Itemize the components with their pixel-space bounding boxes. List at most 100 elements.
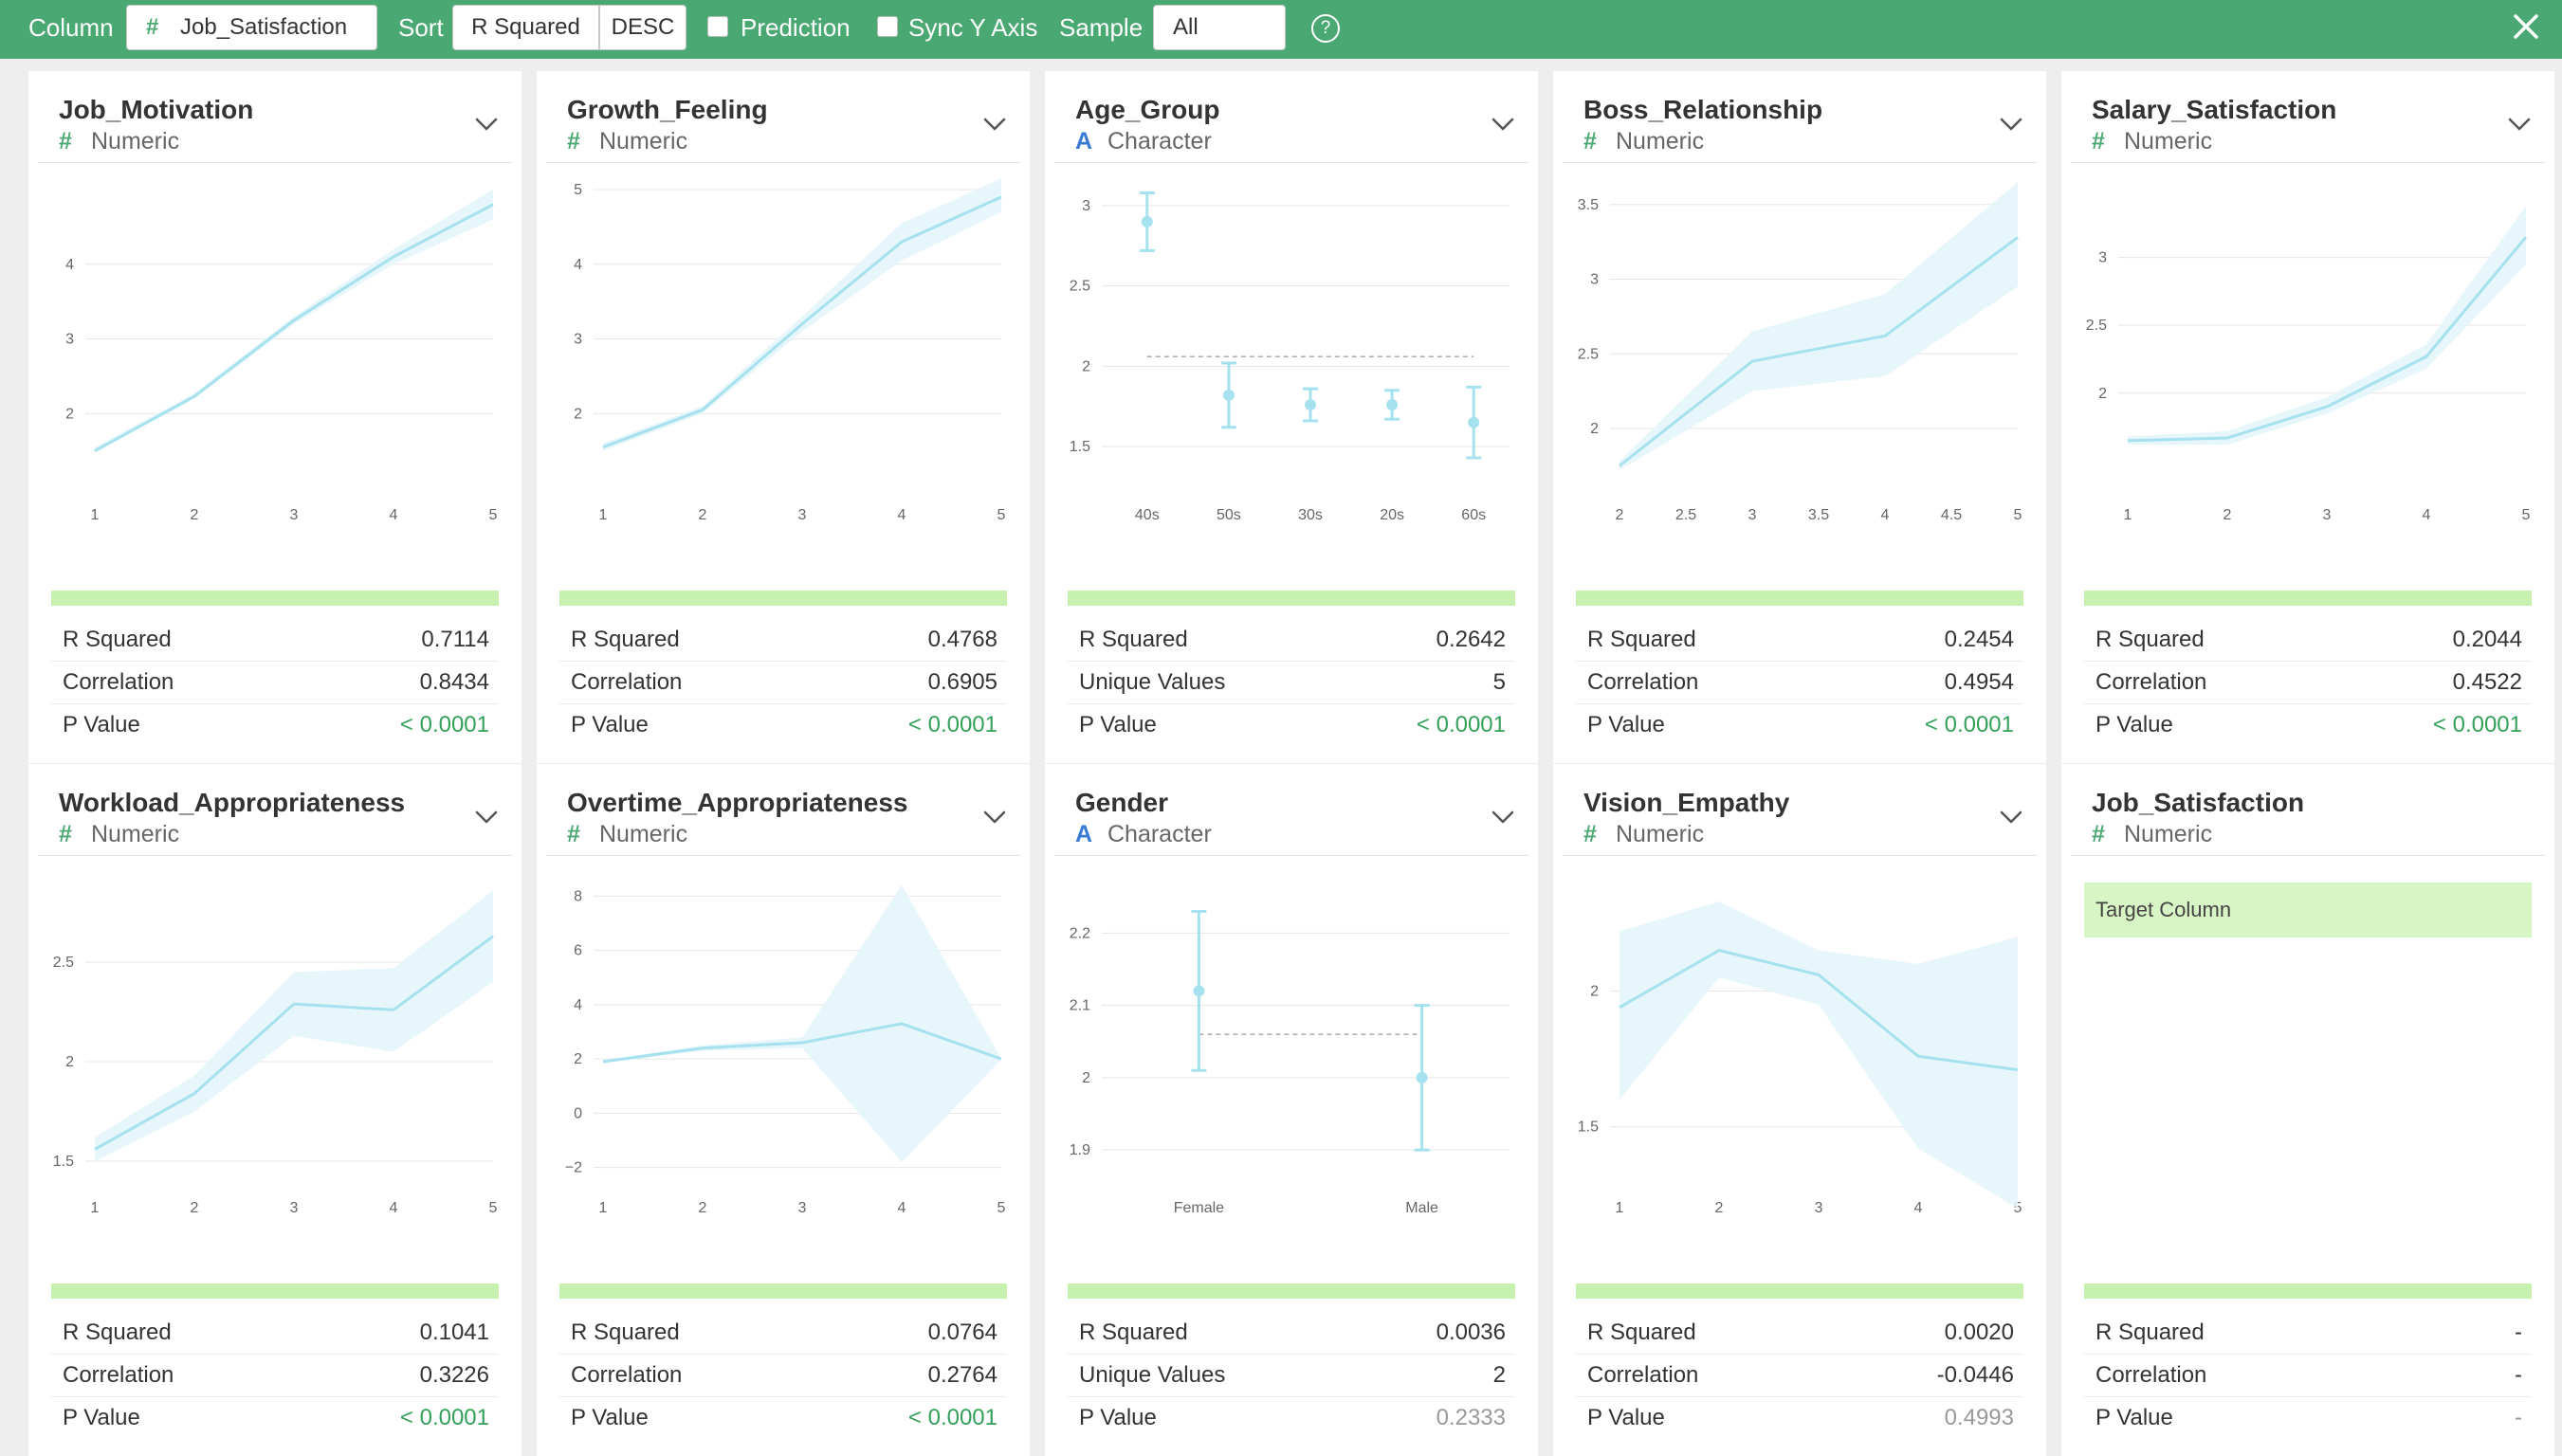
chevron-down-icon[interactable]	[1999, 116, 2023, 133]
stat-label: Correlation	[2095, 662, 2206, 703]
help-icon[interactable]: ?	[1311, 14, 1340, 43]
card-type-label: Numeric	[2124, 821, 2212, 847]
stat-row-r-squared: R Squared-	[2084, 1312, 2532, 1355]
chevron-down-icon[interactable]	[982, 809, 1007, 826]
stat-value: 0.2454	[1945, 619, 2014, 661]
r-squared-strip	[1576, 591, 2023, 606]
x-tick-label: 4	[390, 507, 398, 523]
stat-row-correlation: Correlation-0.0446	[1576, 1355, 2023, 1397]
mean-point	[1223, 390, 1235, 401]
y-tick-label: 3	[2098, 250, 2107, 266]
stat-label: Correlation	[571, 1355, 682, 1396]
numeric-type-icon: #	[567, 821, 599, 848]
stat-row-p-value: P Value< 0.0001	[1068, 704, 1515, 746]
chevron-down-icon[interactable]	[982, 116, 1007, 133]
card-type: #Numeric	[567, 821, 687, 848]
card-type: #Numeric	[567, 128, 687, 155]
r-squared-strip	[1576, 1283, 2023, 1299]
stat-row-correlation: Correlation-	[2084, 1355, 2532, 1397]
chevron-down-icon[interactable]	[474, 809, 499, 826]
stat-value: 0.8434	[420, 662, 489, 703]
chevron-down-icon[interactable]	[474, 116, 499, 133]
stat-value: 0.2333	[1437, 1397, 1506, 1439]
card-type-label: Numeric	[91, 821, 179, 847]
stat-row-p-value: P Value< 0.0001	[51, 1397, 499, 1439]
stat-value: 0.2764	[928, 1355, 997, 1396]
close-icon[interactable]	[2511, 11, 2541, 42]
x-tick-label: 1	[91, 507, 100, 523]
x-tick-label: 2	[1616, 507, 1624, 523]
stat-label: R Squared	[63, 1312, 172, 1354]
chevron-down-icon[interactable]	[1491, 116, 1515, 133]
stat-value: 0.2642	[1437, 619, 1506, 661]
y-tick-label: 3	[574, 332, 582, 348]
chevron-down-icon[interactable]	[1491, 809, 1515, 826]
stat-value: < 0.0001	[400, 1397, 489, 1439]
x-tick-label: 2	[191, 507, 199, 523]
card-type-label: Numeric	[1616, 128, 1704, 155]
x-tick-label: 4	[2423, 507, 2431, 523]
x-tick-label: 5	[997, 1200, 1006, 1216]
card-type-label: Numeric	[2124, 128, 2212, 155]
chevron-down-icon[interactable]	[2507, 116, 2532, 133]
y-tick-label: 2	[1590, 984, 1599, 1000]
y-tick-label: 0	[574, 1105, 582, 1121]
stat-value: 0.4954	[1945, 662, 2014, 703]
chevron-down-icon[interactable]	[1999, 809, 2023, 826]
x-tick-label: 1	[91, 1200, 100, 1216]
stat-value: 5	[1493, 662, 1506, 703]
card-header: Salary_Satisfaction #Numeric	[2071, 81, 2545, 163]
stat-label: R Squared	[571, 619, 680, 661]
x-category-label: 40s	[1135, 507, 1160, 523]
column-label: Column	[28, 13, 114, 43]
numeric-glyph-icon: #	[146, 6, 158, 49]
stat-value: -0.0446	[1937, 1355, 2014, 1396]
y-tick-label: 3.5	[1578, 197, 1599, 213]
stat-value: < 0.0001	[1925, 704, 2014, 746]
card-header: Workload_Appropriateness #Numeric	[38, 774, 512, 856]
card-title: Gender	[1075, 788, 1168, 818]
stat-label: P Value	[2095, 704, 2173, 746]
card-type-label: Character	[1107, 128, 1212, 155]
stat-label: Correlation	[2095, 1355, 2206, 1396]
x-tick-label: 5	[997, 507, 1006, 523]
numeric-type-icon: #	[2092, 821, 2124, 848]
card-title: Growth_Feeling	[567, 95, 768, 125]
x-tick-label: 4	[898, 1200, 906, 1216]
stat-label: P Value	[63, 704, 140, 746]
stat-value: 0.0036	[1437, 1312, 1506, 1354]
stat-label: P Value	[2095, 1397, 2173, 1439]
stat-label: P Value	[571, 704, 649, 746]
y-tick-label: 2.2	[1070, 925, 1090, 941]
stat-value: 0.4993	[1945, 1397, 2014, 1439]
sort-order-toggle[interactable]: DESC	[599, 5, 686, 50]
x-category-label: Male	[1405, 1200, 1438, 1216]
sync-y-axis-checkbox[interactable]	[877, 16, 898, 37]
x-tick-label: 4	[390, 1200, 398, 1216]
stat-value: 0.0764	[928, 1312, 997, 1354]
y-tick-label: 3	[65, 332, 74, 348]
sort-by-select[interactable]: R Squared	[452, 5, 599, 50]
stat-value: 0.2044	[2453, 619, 2522, 661]
stat-value: 0.0020	[1945, 1312, 2014, 1354]
y-tick-label: 2	[574, 406, 582, 422]
prediction-checkbox[interactable]	[707, 16, 728, 37]
sample-select[interactable]: All	[1153, 5, 1286, 50]
toolbar: Column # Job_Satisfaction Sort R Squared…	[0, 0, 2562, 59]
stat-label: Correlation	[571, 662, 682, 703]
confidence-band	[603, 178, 1001, 450]
column-select[interactable]: # Job_Satisfaction	[126, 5, 377, 50]
r-squared-strip	[1068, 1283, 1515, 1299]
y-tick-label: 2	[574, 1051, 582, 1067]
